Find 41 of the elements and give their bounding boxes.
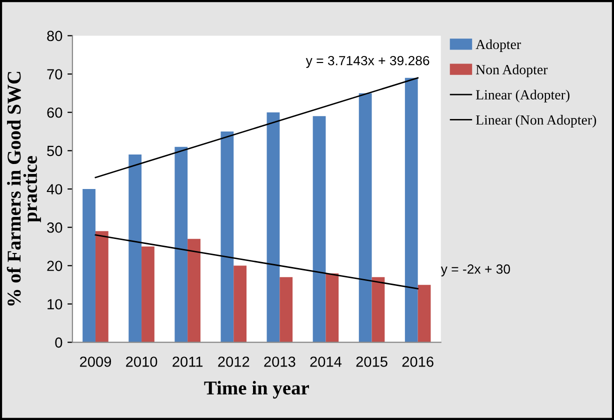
x-tick-label: 2012 [218, 356, 250, 367]
x-tick-label: 2011 [172, 356, 203, 367]
bar [404, 78, 418, 342]
bar [234, 266, 247, 342]
bar [372, 277, 385, 342]
x-axis-title: Time in year [204, 380, 309, 399]
x-tick-label: 2013 [264, 356, 296, 367]
bar [174, 146, 188, 342]
y-tick-label: 30 [47, 222, 62, 233]
bar [82, 189, 96, 342]
x-tick-label: 2009 [80, 356, 112, 367]
annotation: y = 3.7143x + 39.286 [306, 56, 430, 68]
bar [128, 154, 142, 342]
x-tick-label: 2010 [126, 356, 158, 367]
y-tick-label: 0 [55, 337, 62, 348]
y-tick-label: 10 [48, 299, 62, 310]
y-tick-label: 50 [47, 146, 62, 156]
legend-label: Adopter [476, 39, 521, 52]
text: y = -2x + 30 [440, 264, 510, 276]
y-tick-label: 60 [47, 107, 62, 118]
bar [220, 132, 234, 342]
legend-label: Non Adopter [476, 64, 548, 78]
bar [312, 116, 326, 342]
bar [280, 277, 293, 342]
bar [188, 238, 200, 342]
bar [266, 112, 280, 342]
x-tick-label: 2014 [310, 356, 342, 367]
y-tick-label: 80 [47, 30, 62, 42]
bar [418, 284, 431, 342]
bar [142, 246, 154, 342]
y-tick-label: 20 [47, 260, 62, 272]
legend-label: Linear (Non Adopter) [476, 114, 596, 128]
x-tick-label: 2016 [402, 356, 434, 367]
legend-label: Linear (Adopter) [476, 90, 570, 102]
y-tick-label: 40 [46, 184, 62, 194]
y-axis-title: % of Farmers in Good SWC practice [6, 72, 41, 306]
bar [95, 231, 108, 342]
bar [326, 273, 339, 342]
y-tick-label: 70 [47, 69, 62, 80]
bar [358, 93, 372, 342]
x-tick-label: 2015 [356, 356, 388, 367]
